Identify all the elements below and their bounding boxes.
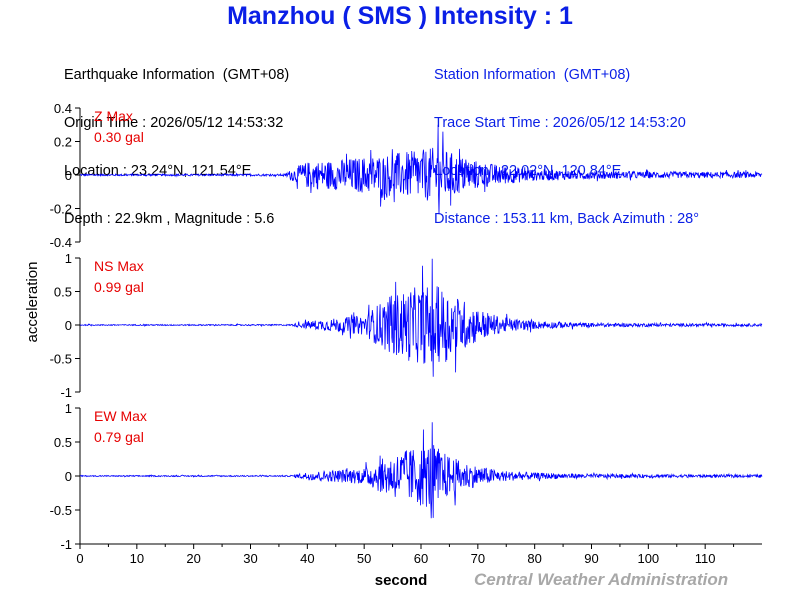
y-axis-label: acceleration xyxy=(24,262,41,343)
max-label: EW Max xyxy=(94,408,147,424)
distance-azimuth: Distance : 153.11 km, Back Azimuth : 28° xyxy=(434,211,700,227)
max-label: NS Max xyxy=(94,258,144,274)
y-tick-label: 1 xyxy=(65,401,72,416)
y-tick-label: 0.4 xyxy=(54,101,72,116)
y-tick-label: -0.4 xyxy=(50,235,72,250)
origin-time: Origin Time : 2026/05/12 14:53:32 xyxy=(64,115,284,131)
x-tick-label: 100 xyxy=(637,551,659,566)
x-tick-label: 60 xyxy=(414,551,428,566)
series-line-z xyxy=(79,124,763,215)
depth-magnitude: Depth : 22.9km , Magnitude : 5.6 xyxy=(64,211,275,227)
station-info-heading: Station Information (GMT+08) xyxy=(434,67,631,83)
y-tick-label: 0.5 xyxy=(54,285,72,300)
x-tick-label: 110 xyxy=(695,551,716,566)
max-value: 0.79 gal xyxy=(94,429,144,445)
x-tick-label: 40 xyxy=(300,551,314,566)
x-tick-label: 10 xyxy=(130,551,144,566)
credit-text: Central Weather Administration xyxy=(474,570,729,589)
y-tick-label: -0.5 xyxy=(50,352,72,367)
y-tick-label: 1 xyxy=(65,251,72,266)
x-axis-label: second xyxy=(375,572,428,589)
y-tick-label: 0.2 xyxy=(54,135,72,150)
x-tick-label: 70 xyxy=(471,551,485,566)
y-tick-label: -0.5 xyxy=(50,503,72,518)
max-label: Z Max xyxy=(94,108,133,124)
max-value: 0.30 gal xyxy=(94,129,144,145)
panel-z: 0.4 0.2 0 -0.2 -0.4 Z Max 0.30 gal xyxy=(50,101,763,250)
y-tick-label: -1 xyxy=(60,537,72,552)
chart-title: Manzhou ( SMS ) Intensity : 1 xyxy=(227,2,573,30)
series-line-ns xyxy=(80,258,763,377)
y-tick-label: -0.2 xyxy=(50,202,72,217)
y-tick-label: -1 xyxy=(60,385,72,400)
y-tick-label: 0 xyxy=(65,318,72,333)
y-tick-label: 0 xyxy=(65,469,72,484)
x-tick-label: 50 xyxy=(357,551,371,566)
max-value: 0.99 gal xyxy=(94,279,144,295)
y-tick-label: 0 xyxy=(65,168,72,183)
x-tick-label: 30 xyxy=(243,551,257,566)
panel-ns: 1 0.5 0 -0.5 -1 NS Max 0.99 gal xyxy=(50,251,763,400)
x-tick-label: 90 xyxy=(584,551,598,566)
y-tick-label: 0.5 xyxy=(54,435,72,450)
series-line-ew xyxy=(79,422,763,519)
earthquake-info-heading: Earthquake Information (GMT+08) xyxy=(64,67,290,83)
panel-ew: 1 0.5 0 -0.5 -1 EW Max 0.79 gal xyxy=(50,401,763,552)
x-tick-label: 80 xyxy=(527,551,541,566)
x-tick-label: 20 xyxy=(186,551,200,566)
x-tick-label: 0 xyxy=(76,551,83,566)
trace-start-time: Trace Start Time : 2026/05/12 14:53:20 xyxy=(434,115,686,131)
